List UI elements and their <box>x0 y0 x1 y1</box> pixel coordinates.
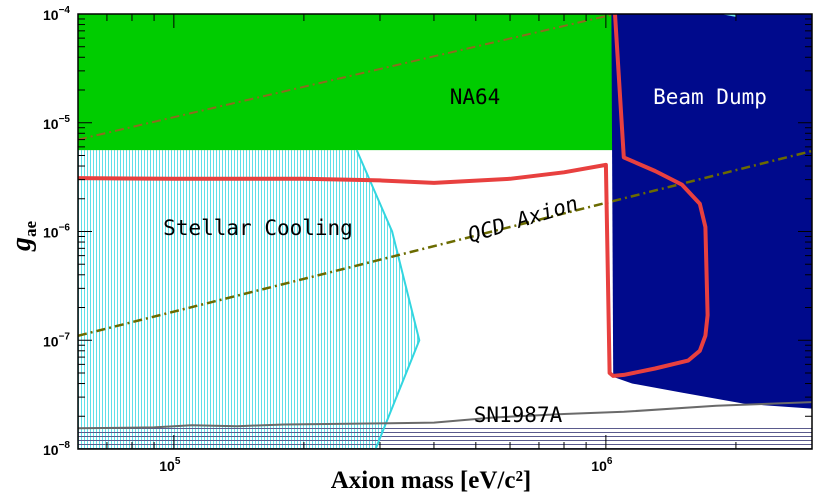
tick-marks <box>77 13 813 450</box>
y-tick-label: 10−4 <box>43 5 70 23</box>
sn1987a-region <box>78 426 812 449</box>
y-tick-label: 10−6 <box>43 223 70 241</box>
beam-dump-region <box>611 14 812 409</box>
beam-dump-label: Beam Dump <box>653 85 767 109</box>
na64-label: NA64 <box>450 85 501 109</box>
x-tick-label: 105 <box>159 456 181 474</box>
series-line-gray-limit <box>78 401 812 430</box>
stellar-cooling-label: Stellar Cooling <box>163 216 353 240</box>
y-tick-label: 10−5 <box>43 114 70 132</box>
stellar-cooling-region <box>78 150 420 449</box>
y-axis-title: gae <box>6 221 40 253</box>
na64-region <box>78 14 615 151</box>
x-axis-title: Axion mass [eV/c²] <box>331 467 532 494</box>
series-line-red-sensitivity <box>78 14 710 378</box>
series-line-cyan-top <box>720 14 737 17</box>
qcd-axion-line <box>78 149 812 337</box>
y-tick-label: 10−7 <box>43 331 70 349</box>
sn1987a-label: SN1987A <box>474 403 563 427</box>
stellar-cooling-boundary <box>355 149 421 449</box>
tick-labels: 10−8 10−7 10−6 10−5 10−4 105 106 <box>43 5 613 474</box>
x-tick-label: 106 <box>591 456 613 474</box>
upper-dashdot-line <box>78 14 616 141</box>
y-tick-label: 10−8 <box>43 440 70 458</box>
